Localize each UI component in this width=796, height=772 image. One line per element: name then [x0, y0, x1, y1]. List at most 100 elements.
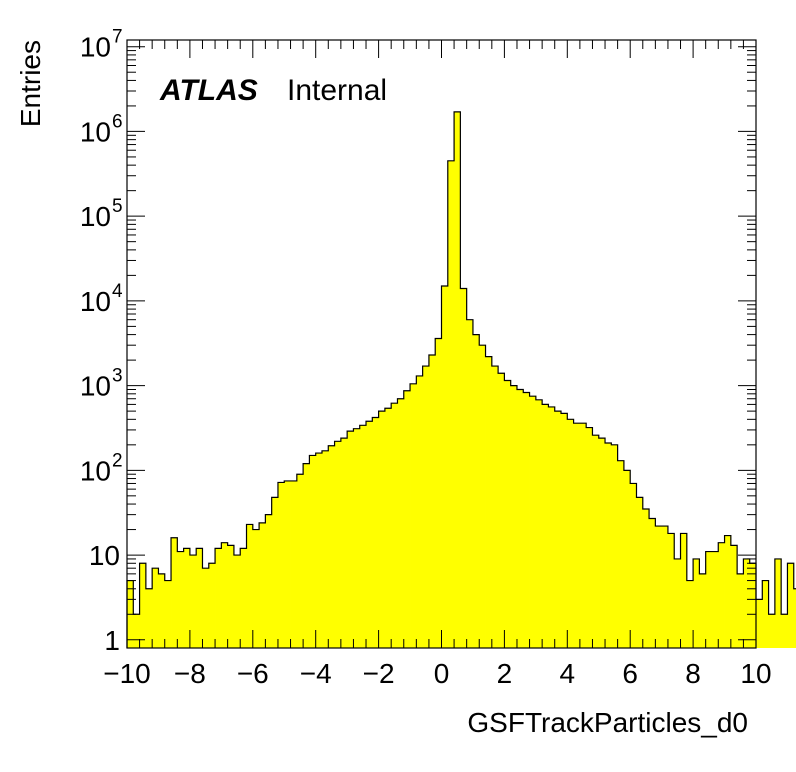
histogram-bin [466, 319, 474, 648]
x-tick-label: 2 [497, 658, 513, 689]
y-tick-label: 10 [80, 371, 111, 402]
histogram-bin [422, 366, 430, 648]
histogram-bin [334, 441, 342, 648]
y-tick-exponent: 4 [112, 281, 123, 302]
histogram-bin [642, 508, 650, 648]
histogram-bin [636, 497, 644, 648]
histogram-bin [384, 408, 392, 648]
histogram-bin [315, 453, 323, 648]
histogram-bin [711, 551, 719, 648]
histogram-bin [366, 421, 373, 648]
histogram-bin [605, 443, 612, 648]
histogram-bin [749, 563, 757, 648]
status-label: Internal [287, 74, 387, 107]
x-tick-label: −10 [103, 658, 151, 689]
histogram-bin [372, 417, 379, 648]
x-tick-label: 4 [560, 658, 576, 689]
histogram-bin [215, 548, 222, 648]
histogram-bin [598, 438, 606, 648]
histogram-bin [579, 423, 587, 648]
histogram-bin [259, 522, 266, 648]
histogram-bin [737, 573, 744, 648]
histogram-bin [498, 373, 505, 648]
y-tick-exponent: 3 [112, 366, 123, 387]
histogram-bin [233, 555, 241, 648]
histogram-bin [171, 537, 178, 648]
histogram-bin [661, 526, 669, 648]
histogram-bars [127, 111, 796, 648]
histogram-bin [667, 533, 675, 648]
histogram-bin [252, 529, 260, 648]
histogram-bin [378, 411, 386, 648]
histogram-bin [460, 288, 468, 648]
histogram-bin [680, 533, 688, 648]
histogram-bin [435, 338, 442, 648]
histogram-bin [196, 548, 203, 648]
histogram-bin [693, 558, 700, 648]
histogram-bin [328, 445, 335, 648]
histogram-bin [202, 568, 210, 648]
histogram-bin [428, 354, 436, 648]
y-tick-label: 10 [80, 116, 111, 147]
histogram-bin [567, 419, 574, 648]
histogram-bin [227, 545, 235, 648]
histogram-bin [592, 435, 600, 648]
histogram-bin [762, 580, 769, 648]
histogram-bin [548, 406, 556, 648]
histogram-bin [340, 438, 348, 648]
histogram-bin [139, 563, 147, 648]
y-tick-label: 10 [80, 32, 111, 63]
histogram-bin [183, 548, 191, 648]
histogram-bin [623, 470, 631, 648]
histogram-bin [699, 573, 707, 648]
histogram-bin [768, 614, 776, 648]
histogram-bin [472, 334, 480, 648]
y-tick-exponent: 5 [112, 196, 123, 217]
histogram-bin [686, 580, 694, 648]
histogram-bin [347, 431, 354, 648]
histogram-bin [724, 535, 732, 648]
histogram-bin [491, 366, 499, 648]
histogram-bin [208, 563, 216, 648]
histogram-bin [441, 285, 449, 648]
histogram-bin [353, 428, 361, 648]
histogram-bin [309, 455, 317, 648]
x-tick-label: −8 [174, 658, 206, 689]
y-tick-exponent: 2 [112, 450, 123, 471]
histogram-bin [542, 404, 549, 648]
histogram-bin [158, 573, 166, 648]
histogram-bin [586, 427, 593, 648]
histogram-bin [655, 526, 663, 648]
histogram-bin [447, 160, 455, 648]
x-axis-label: GSFTrackParticles_d0 [467, 707, 748, 738]
y-axis-label: Entries [15, 40, 46, 127]
histogram-bin [177, 551, 185, 648]
histogram-bin [630, 483, 637, 648]
x-tick-label: 6 [622, 658, 638, 689]
histogram-bin [510, 385, 518, 648]
histogram-bin [189, 555, 197, 648]
x-tick-label: −2 [363, 658, 395, 689]
histogram-bin [705, 551, 713, 648]
x-tick-label: −4 [300, 658, 332, 689]
histogram-bin [479, 345, 486, 648]
y-tick-label: 10 [80, 201, 111, 232]
histogram-bin [359, 425, 367, 648]
histogram-bin [787, 563, 795, 648]
histogram-bin [271, 497, 279, 648]
histogram-bin [164, 580, 172, 648]
histogram-bin [554, 411, 562, 648]
histogram-bin [221, 542, 229, 648]
histogram-bin [561, 413, 568, 648]
histogram-bin [523, 392, 530, 648]
x-tick-label: 10 [740, 658, 771, 689]
y-tick-label: 1 [104, 625, 120, 656]
histogram-bin [284, 480, 291, 648]
x-tick-label: −6 [237, 658, 269, 689]
histogram-bin [756, 599, 763, 648]
histogram-bin [535, 399, 543, 648]
histogram-bin [321, 450, 329, 648]
histogram-bin [529, 396, 537, 648]
histogram-bin [793, 588, 796, 648]
